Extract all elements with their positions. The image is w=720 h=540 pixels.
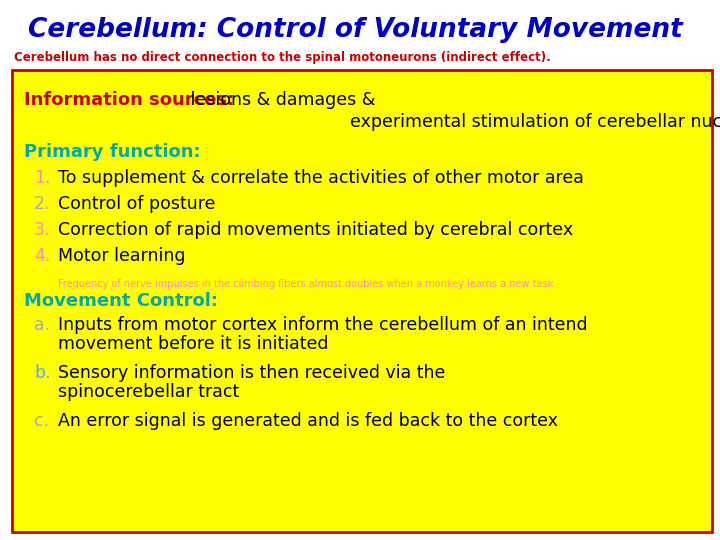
Text: Information sources:: Information sources: <box>24 91 234 109</box>
Text: experimental stimulation of cerebellar nuc: experimental stimulation of cerebellar n… <box>185 113 720 131</box>
Text: spinocerebellar tract: spinocerebellar tract <box>58 383 239 401</box>
Text: Motor learning: Motor learning <box>58 247 186 265</box>
Text: Sensory information is then received via the: Sensory information is then received via… <box>58 364 446 382</box>
Text: b.: b. <box>34 364 50 382</box>
Text: An error signal is generated and is fed back to the cortex: An error signal is generated and is fed … <box>58 412 558 430</box>
Text: lesions & damages &: lesions & damages & <box>185 91 375 109</box>
Text: 4.: 4. <box>34 247 50 265</box>
Text: To supplement & correlate the activities of other motor area: To supplement & correlate the activities… <box>58 169 584 187</box>
Text: c.: c. <box>34 412 49 430</box>
Text: Correction of rapid movements initiated by cerebral cortex: Correction of rapid movements initiated … <box>58 221 573 239</box>
Text: Control of posture: Control of posture <box>58 195 215 213</box>
Text: Frequency of nerve impulses in the climbing fibers almost doubles when a monkey : Frequency of nerve impulses in the climb… <box>58 279 553 289</box>
Text: Inputs from motor cortex inform the cerebellum of an intend: Inputs from motor cortex inform the cere… <box>58 316 588 334</box>
Text: 3.: 3. <box>34 221 50 239</box>
Text: 1.: 1. <box>34 169 50 187</box>
Text: movement before it is initiated: movement before it is initiated <box>58 335 328 353</box>
Text: 2.: 2. <box>34 195 50 213</box>
Text: Cerebellum: Control of Voluntary Movement: Cerebellum: Control of Voluntary Movemen… <box>27 17 683 43</box>
Text: Movement Control:: Movement Control: <box>24 292 218 310</box>
Text: a.: a. <box>34 316 50 334</box>
Text: Primary function:: Primary function: <box>24 143 201 161</box>
Text: Cerebellum has no direct connection to the spinal motoneurons (indirect effect).: Cerebellum has no direct connection to t… <box>14 51 551 64</box>
Bar <box>12 70 712 532</box>
